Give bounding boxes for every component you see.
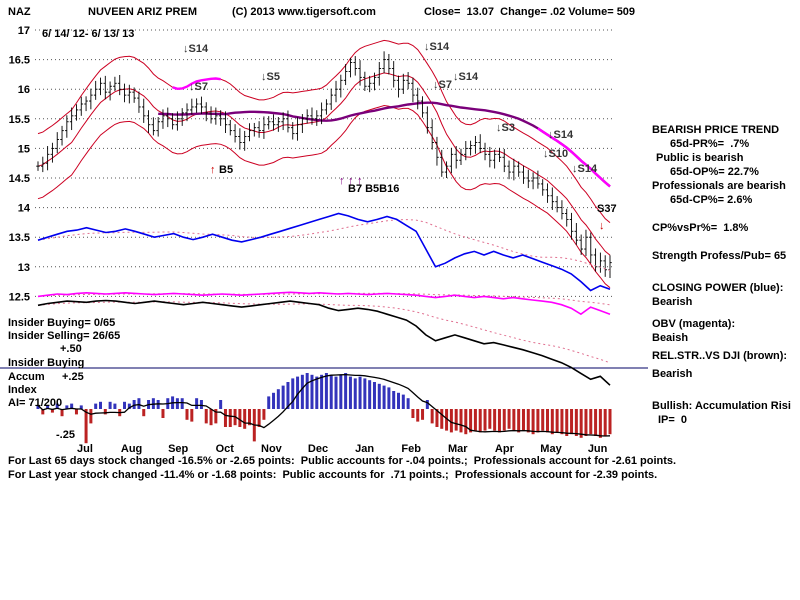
signal-annotation: ↓S5 [261,71,280,83]
accum-title-line3: Index [8,384,37,396]
price-bars [36,51,612,279]
insider-selling-label: Insider Selling= 26/65 [8,330,121,342]
svg-text:14: 14 [18,203,31,215]
signal-annotations: ↓S14↓S5↓S7↓S14↓S7↓S14↓S3↓S14↓S10↓S14S37↓… [183,41,617,232]
svg-text:Sep: Sep [168,443,188,455]
svg-text:Aug: Aug [121,443,142,455]
signal-annotation: ↑ [357,175,363,187]
insider-buying-label: Insider Buying= 0/65 [8,317,116,329]
trading-bands [37,39,611,289]
svg-text:16.5: 16.5 [9,55,30,67]
svg-text:Dec: Dec [308,443,328,455]
quote-stats: Close= 13.07 Change= .02 Volume= 509 [424,6,636,18]
svg-text:Jul: Jul [77,443,93,455]
analysis-line: Bearish [652,368,693,380]
analysis-line: 65d-PR%= .7% [670,138,750,150]
analysis-line: REL.STR..VS DJI (brown): [652,350,788,362]
svg-text:13.5: 13.5 [9,232,30,244]
analysis-line: Bullish: Accumulation Risi [652,400,791,412]
accum-title-line2: Accum [8,371,45,383]
signal-annotation: ↓S14 [183,43,209,55]
svg-text:17: 17 [18,25,30,37]
svg-text:Mar: Mar [448,443,468,455]
indicator-lines [37,212,611,386]
analysis-line: Strength Profess/Pub= 65 [652,250,787,262]
analysis-line: OBV (magenta): [652,318,736,330]
analysis-line: Professionals are bearish [652,180,786,192]
chart-title: NUVEEN ARIZ PREM [88,6,197,18]
summary-line-65d: For Last 65 days stock changed -16.5% or… [8,455,677,467]
ai-value-label: AI= 71/200 [8,397,63,409]
analysis-line: Bearish [652,296,693,308]
svg-text:Apr: Apr [495,443,515,455]
summary-line-year: For Last year stock changed -11.4% or -1… [8,469,658,481]
long-moving-average [158,101,611,188]
signal-annotation: ↓S14 [548,129,574,141]
signal-annotation: ↓S14 [424,41,450,53]
scale-plus50-label: +.50 [60,343,82,355]
signal-annotation: ↓S7 [433,79,452,91]
analysis-line: 65d-CP%= 2.6% [670,194,753,206]
svg-text:14.5: 14.5 [9,173,30,185]
signal-annotation: B7 B5B16 [348,183,399,195]
analysis-line: IP= 0 [658,414,688,426]
signal-annotation: ↓S14 [453,71,479,83]
analysis-line: CLOSING POWER (blue): [652,282,784,294]
signal-annotation: S37 [597,203,617,215]
accumulation-histogram [36,373,612,444]
x-axis-labels: Jul Aug Sep Oct Nov Dec Jan Feb Mar Apr May Jun [77,443,608,455]
signal-annotation: ↓ [599,220,605,232]
scale-plus25-label: +.25 [62,371,84,383]
signal-annotation: ↓S3 [496,122,515,134]
signal-annotation: ↓S7 [189,81,208,93]
svg-text:15.5: 15.5 [9,114,30,126]
svg-text:Nov: Nov [261,443,283,455]
signal-annotation: ↓S14 [572,163,598,175]
accumulation-line [37,373,611,437]
svg-text:Oct: Oct [216,443,235,455]
y-axis-labels: 17 16.5 16 15.5 15 14.5 14 13.5 13 12.5 [9,25,31,303]
date-range: 6/ 14/ 12- 6/ 13/ 13 [42,28,135,40]
analysis-line: 65d-OP%= 22.7% [670,166,759,178]
ticker-symbol: NAZ [8,6,31,18]
analysis-line: BEARISH PRICE TREND [652,124,780,136]
signal-annotation: ↑ [348,175,354,187]
svg-text:16: 16 [18,84,30,96]
signal-annotation: ↓S10 [543,148,568,160]
signal-annotation: ↑ [339,175,345,187]
scale-minus25-label: -.25 [56,429,75,441]
analysis-line: Public is bearish [656,152,744,164]
svg-text:15: 15 [18,143,30,155]
accum-title-line1: Insider Buying [8,357,85,369]
svg-text:Jan: Jan [355,443,374,455]
signal-annotation: ↑ [210,164,216,176]
copyright-text: (C) 2013 www.tigersoft.com [232,6,376,18]
svg-text:13: 13 [18,262,30,274]
analysis-line: CP%vsPr%= 1.8% [652,222,749,234]
svg-text:Feb: Feb [401,443,421,455]
svg-text:Jun: Jun [588,443,608,455]
analysis-line: Beaish [652,332,689,344]
svg-text:May: May [540,443,562,455]
svg-text:12.5: 12.5 [9,291,30,303]
signal-annotation: B5 [219,164,233,176]
